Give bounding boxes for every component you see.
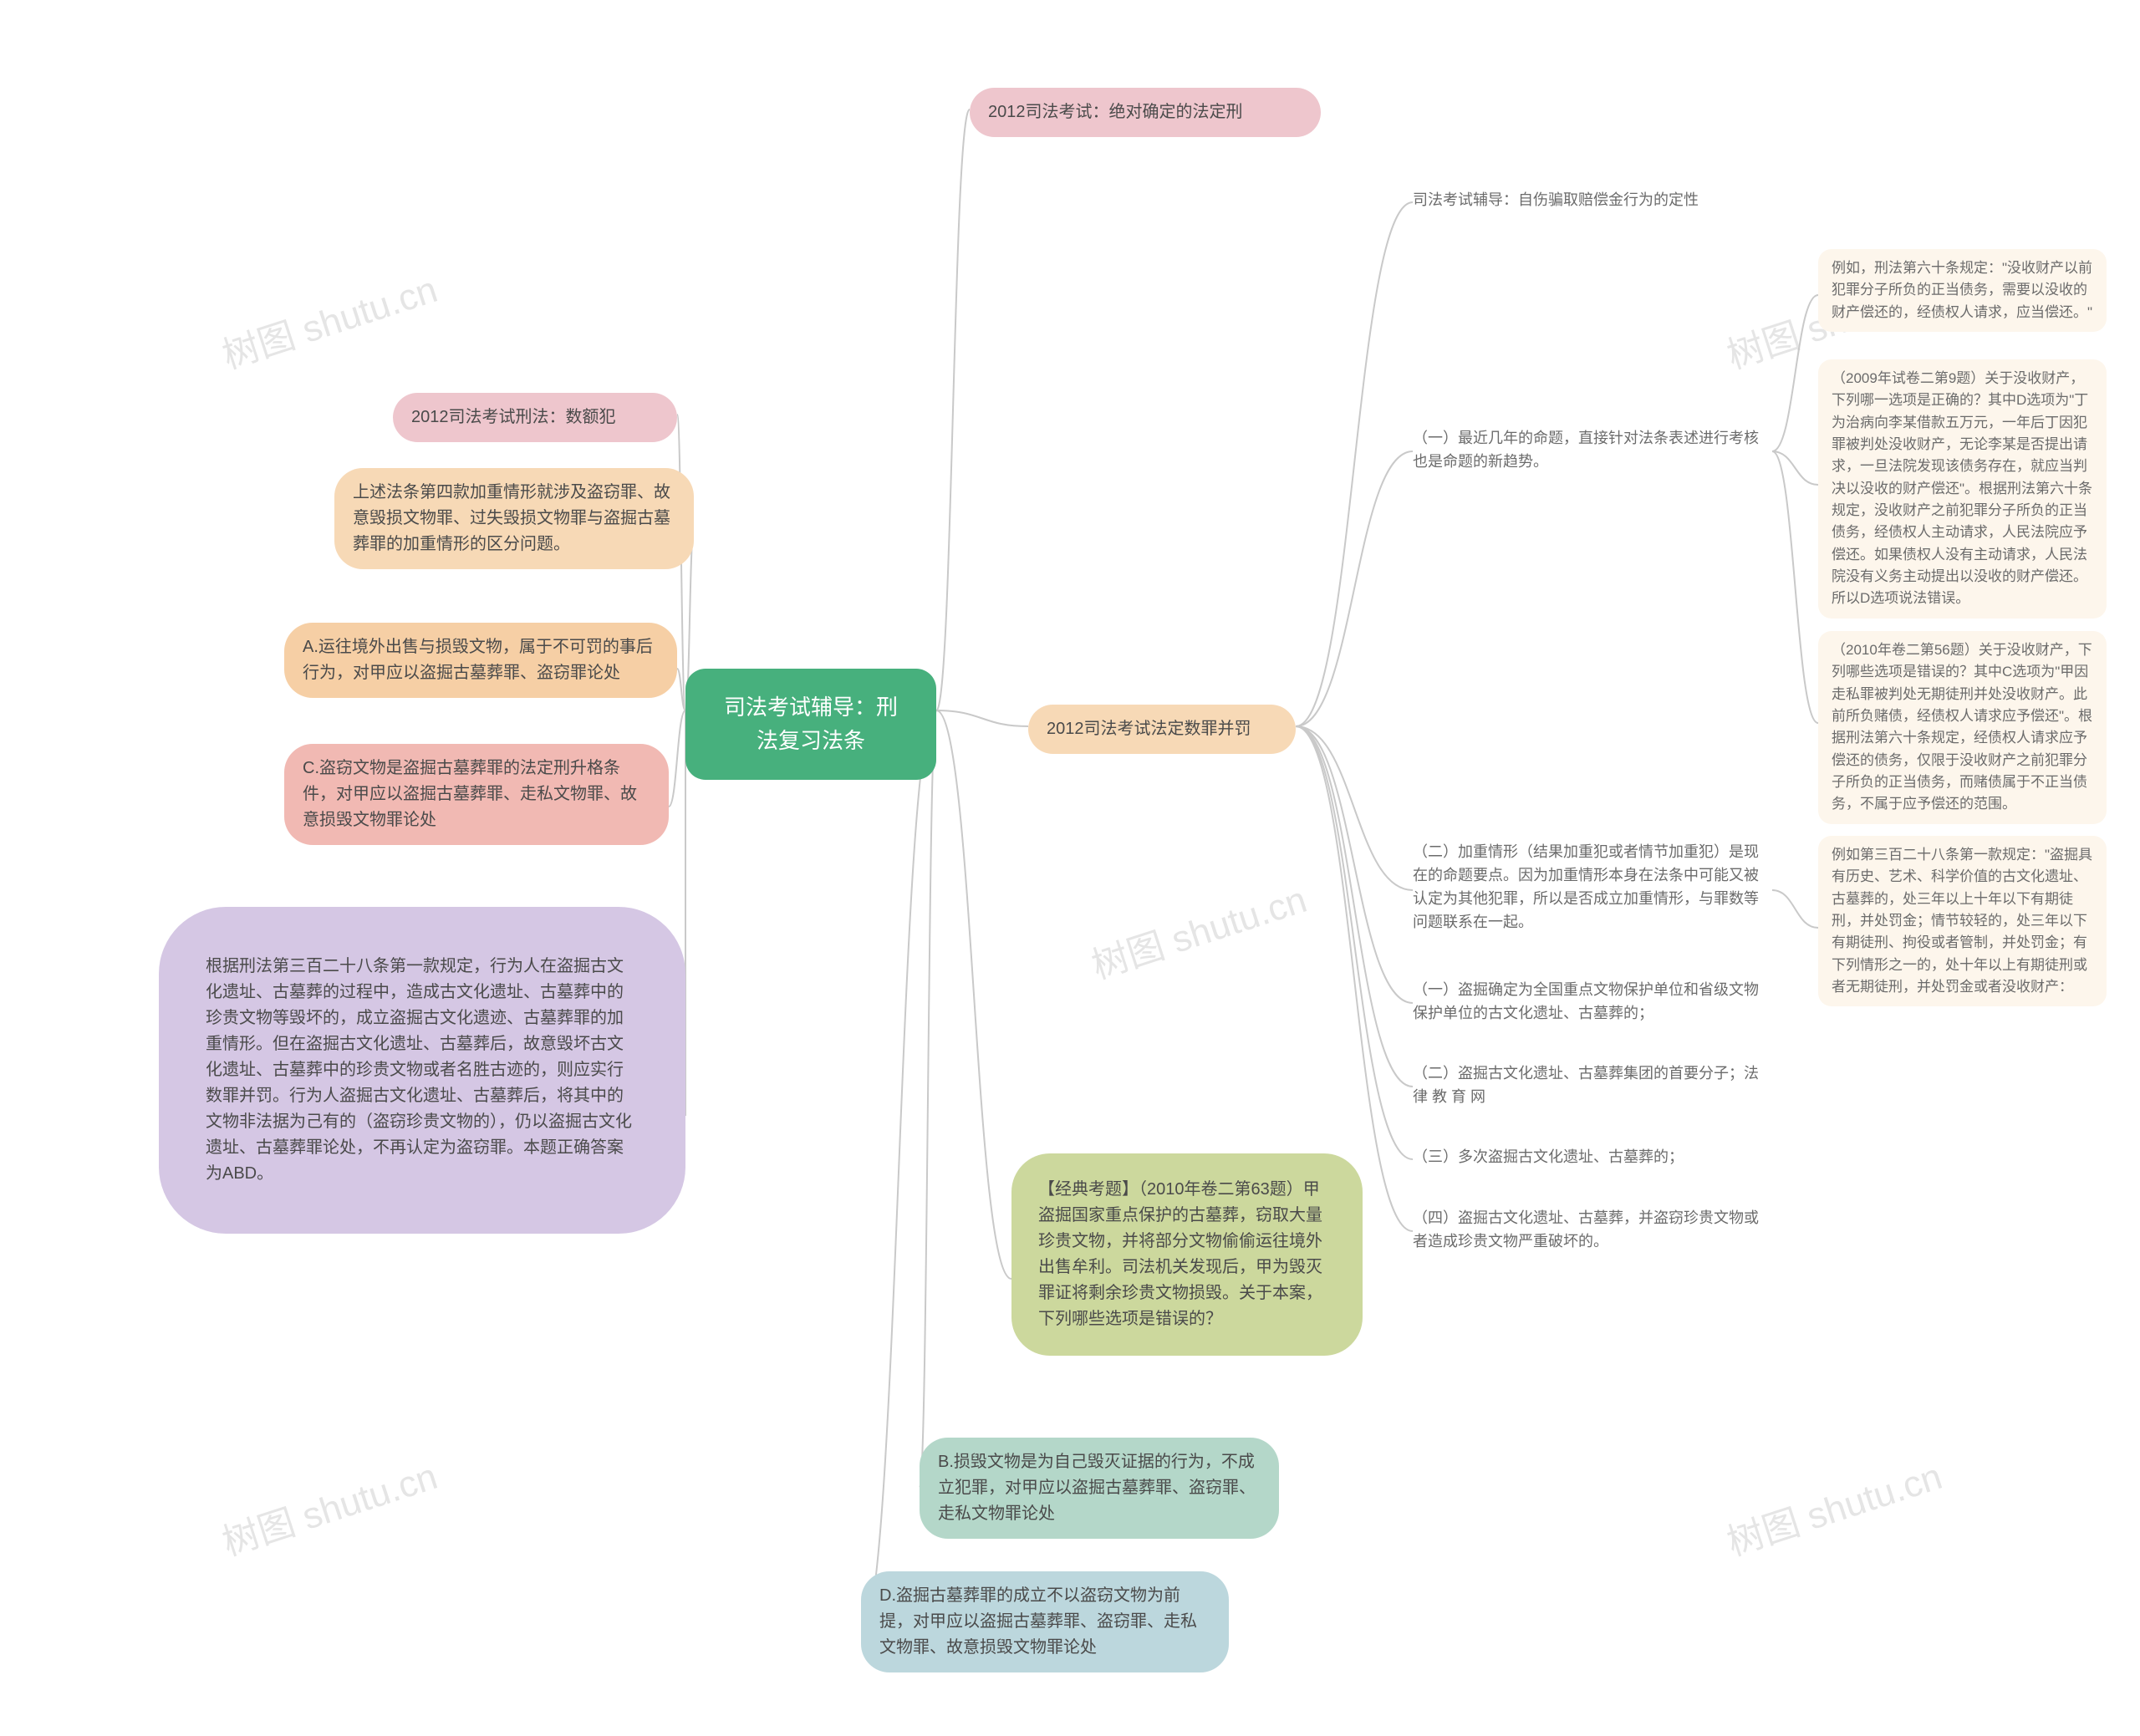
node-aggravated-circumstances: （二）加重情形（结果加重犯或者情节加重犯）是现在的命题要点。因为加重情形本身在法… [1413, 836, 1772, 939]
node-recent-exam-trend: （一）最近几年的命题，直接针对法条表述进行考核也是命题的新趋势。 [1413, 422, 1772, 479]
mindmap-root: 司法考试辅导：刑法复习法条 [685, 669, 936, 780]
node-amount-crime: 2012司法考试刑法：数额犯 [393, 393, 677, 442]
node-classic-question: 【经典考题】（2010年卷二第63题）甲盗掘国家重点保护的古墓葬，窃取大量珍贵文… [1011, 1153, 1363, 1356]
node-self-injury-fraud: 司法考试辅导：自伤骗取赔偿金行为的定性 [1413, 184, 1772, 217]
node-article-328-explanation: 根据刑法第三百二十八条第一款规定，行为人在盗掘古文化遗址、古墓葬的过程中，造成古… [159, 907, 685, 1234]
watermark: 树图 shutu.cn [1084, 869, 1312, 989]
node-option-b: B.损毁文物是为自己毁灭证据的行为，不成立犯罪，对甲应以盗掘古墓葬罪、盗窃罪、走… [920, 1438, 1279, 1539]
node-article-328-text: 例如第三百二十八条第一款规定："盗掘具有历史、艺术、科学价值的古文化遗址、古墓葬… [1818, 836, 2107, 1006]
node-item-4: （四）盗掘古文化遗址、古墓葬，并盗窃珍贵文物或者造成珍贵文物严重破坏的。 [1413, 1202, 1772, 1259]
node-concurrent-punishment: 2012司法考试法定数罪并罚 [1028, 705, 1296, 754]
node-2009-q9: （2009年试卷二第9题）关于没收财产，下列哪一选项是正确的？其中D选项为"丁为… [1818, 359, 2107, 619]
node-item-1: （一）盗掘确定为全国重点文物保护单位和省级文物保护单位的古文化遗址、古墓葬的； [1413, 974, 1772, 1031]
watermark: 树图 shutu.cn [215, 259, 443, 379]
node-option-d: D.盗掘古墓葬罪的成立不以盗窃文物为前提，对甲应以盗掘古墓葬罪、盗窃罪、走私文物… [861, 1571, 1229, 1672]
node-absolute-penalty: 2012司法考试：绝对确定的法定刑 [970, 88, 1321, 137]
node-option-a: A.运往境外出售与损毁文物，属于不可罚的事后行为，对甲应以盗掘古墓葬罪、盗窃罪论… [284, 623, 677, 698]
node-item-3: （三）多次盗掘古文化遗址、古墓葬的； [1413, 1141, 1772, 1174]
node-item-2: （二）盗掘古文化遗址、古墓葬集团的首要分子；法 律 教 育 网 [1413, 1057, 1772, 1114]
watermark: 树图 shutu.cn [1720, 1446, 1948, 1565]
node-2010-q56: （2010年卷二第56题）关于没收财产，下列哪些选项是错误的？其中C选项为"甲因… [1818, 631, 2107, 824]
node-option-c: C.盗窃文物是盗掘古墓葬罪的法定刑升格条件，对甲应以盗掘古墓葬罪、走私文物罪、故… [284, 744, 669, 845]
watermark: 树图 shutu.cn [215, 1446, 443, 1565]
node-article-60-example: 例如，刑法第六十条规定："没收财产以前犯罪分子所负的正当债务，需要以没收的财产偿… [1818, 249, 2107, 332]
node-clause4-aggravation: 上述法条第四款加重情形就涉及盗窃罪、故意毁损文物罪、过失毁损文物罪与盗掘古墓葬罪… [334, 468, 694, 569]
